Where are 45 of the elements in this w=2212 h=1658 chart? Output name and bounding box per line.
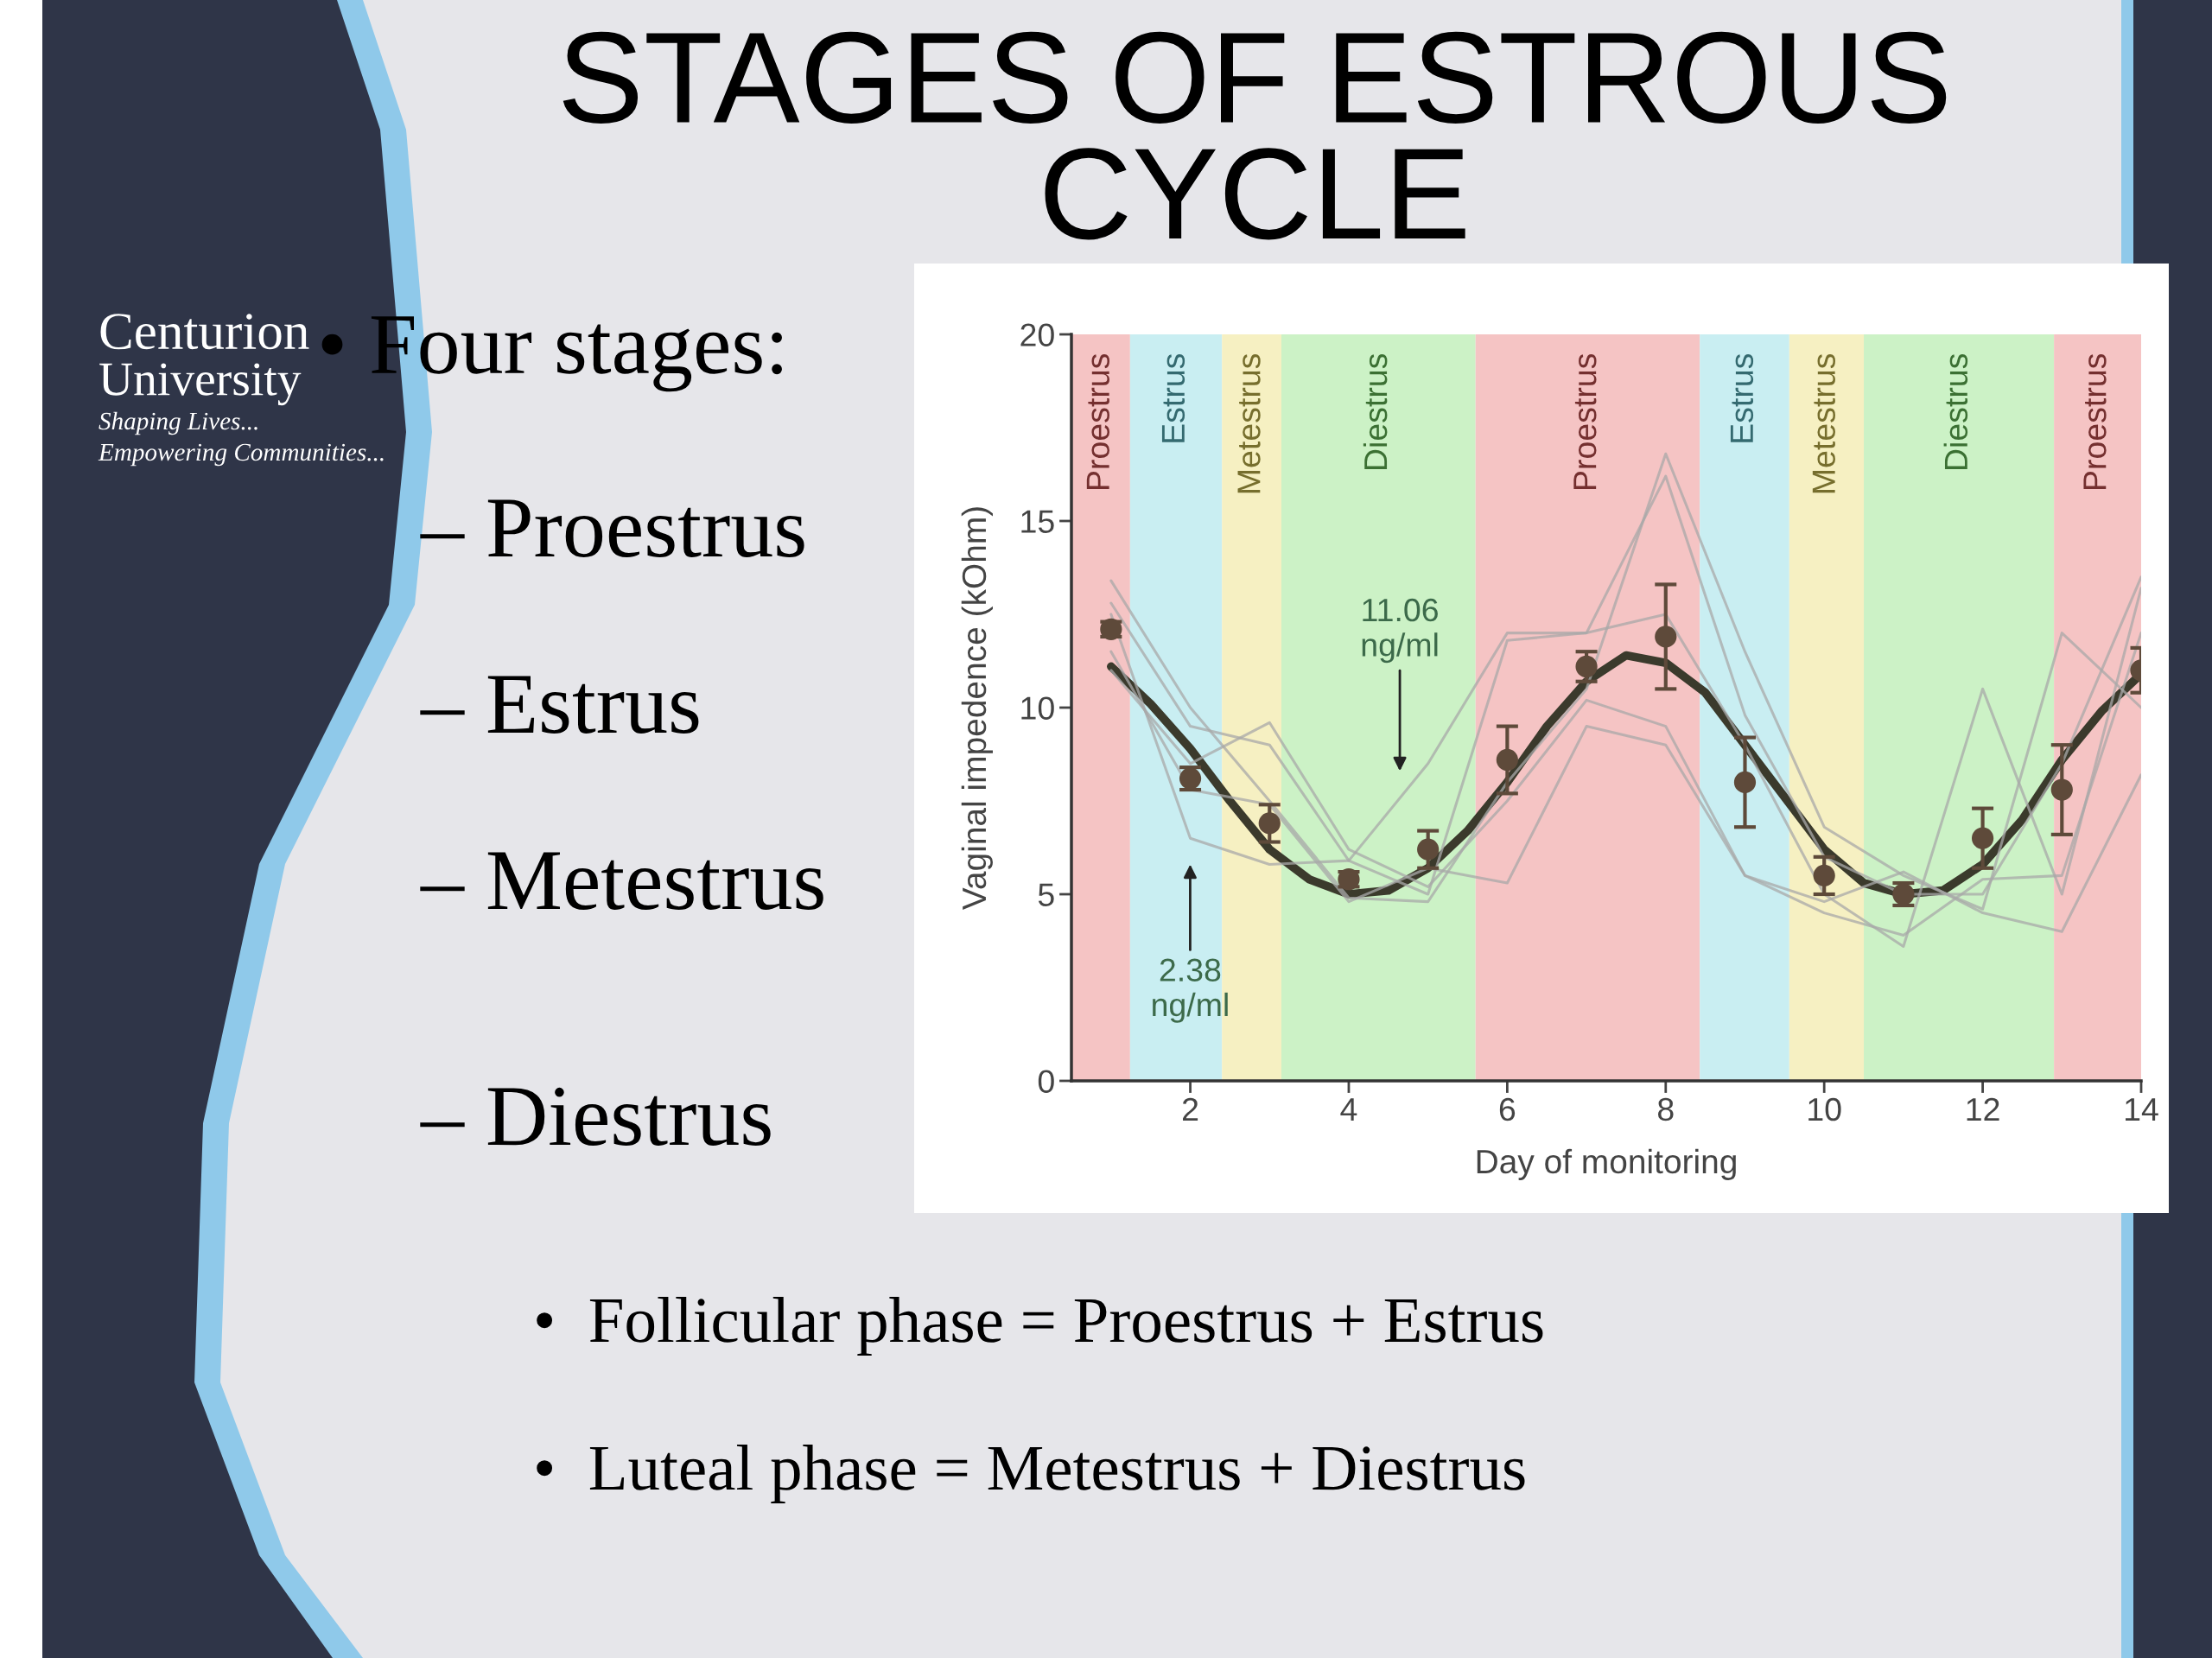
band-label: Estrus — [1161, 353, 1185, 442]
y-tick-label: 10 — [1021, 696, 1054, 720]
text: – Estrus — [420, 676, 699, 734]
annotation: 2.38 ng/ml — [1153, 958, 1228, 1023]
text: – Proestrus — [420, 499, 804, 558]
x-tick-label: 14 — [2126, 1098, 2158, 1121]
band-label: Diestrus — [1943, 353, 1968, 470]
y-tick-label: 5 — [1038, 883, 1054, 906]
x-tick-label: 10 — [1808, 1097, 1841, 1121]
point — [1496, 748, 1518, 772]
band-label: Metestrus — [1812, 353, 1835, 493]
point — [1971, 827, 1994, 849]
band-label: Proestrus — [2083, 353, 2107, 489]
band-label: Estrus — [1730, 353, 1754, 442]
point — [2050, 778, 2073, 801]
y-tick-label: 15 — [1021, 510, 1054, 533]
text: Empowering Communities... — [98, 443, 384, 467]
point — [1813, 864, 1835, 887]
point — [1733, 771, 1757, 794]
y-tick-label: 20 — [1020, 323, 1054, 346]
y-axis-title: Vaginal impedence (kOhm) — [961, 507, 993, 910]
text: – Metestrus — [420, 852, 823, 911]
text: • Luteal phase = Metestrus + Diestrus — [537, 1444, 1525, 1504]
annotation: 11.06 ng/ml — [1362, 598, 1438, 664]
band-label: Proestrus — [1086, 353, 1109, 489]
point — [1655, 626, 1677, 648]
point — [1575, 655, 1598, 678]
point — [1258, 812, 1281, 835]
text: Centurion — [100, 314, 309, 350]
text: University — [99, 363, 302, 406]
x-tick-label: 12 — [1967, 1097, 1999, 1121]
x-tick-label: 6 — [1499, 1097, 1516, 1121]
point — [1417, 838, 1440, 861]
band-label: Metestrus — [1237, 353, 1261, 493]
x-tick-label: 4 — [1340, 1098, 1357, 1121]
y-tick-label: 0 — [1038, 1070, 1054, 1093]
x-tick-label: 2 — [1183, 1097, 1198, 1121]
text: – Diestrus — [420, 1087, 771, 1147]
x-axis-title: Day of monitoring — [1477, 1148, 1736, 1180]
x-tick-label: 8 — [1657, 1097, 1674, 1121]
text: • Follicular phase = Proestrus + Estrus — [537, 1296, 1543, 1356]
text: Shaping Lives... — [99, 411, 257, 435]
band-label: Diestrus — [1363, 353, 1388, 470]
band-label: Proestrus — [1573, 353, 1597, 489]
chart-title: STAGES OF ESTROUS CYCLE — [563, 31, 1947, 240]
